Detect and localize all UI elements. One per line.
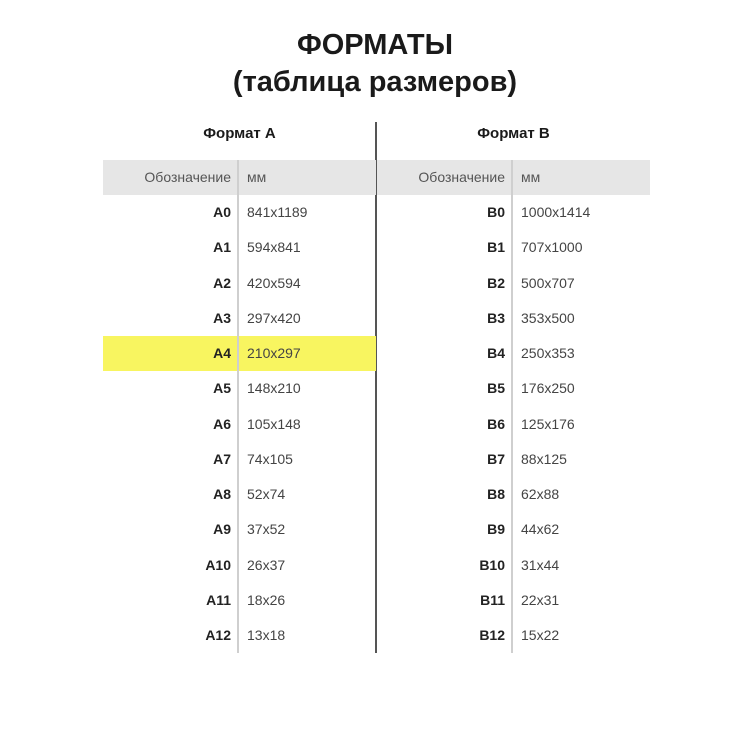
format-size: 148x210 — [247, 380, 301, 397]
table-row: A0 841x1189 — [103, 195, 376, 231]
table-row: B6 125x176 — [377, 406, 650, 442]
table-row: B3 353x500 — [377, 300, 650, 336]
format-size: 44x62 — [521, 521, 560, 538]
table-heading: Формат А — [203, 125, 276, 142]
column-divider — [375, 122, 377, 653]
format-designation: B9 — [377, 512, 513, 548]
format-size: 105x148 — [247, 415, 301, 432]
format-size: 250x353 — [521, 345, 575, 361]
format-designation: A12 — [103, 618, 239, 654]
format-designation: A1 — [103, 230, 239, 266]
format-size: 88x125 — [521, 450, 567, 467]
table-row: B2 500x707 — [377, 265, 650, 301]
format-size: 22x31 — [521, 591, 560, 608]
format-designation: B7 — [377, 441, 513, 477]
format-size: 15x22 — [521, 627, 560, 643]
format-designation: B5 — [377, 371, 513, 407]
table-row: B5 176x250 — [377, 371, 650, 407]
format-size: 125x176 — [521, 415, 575, 432]
format-designation: B10 — [377, 547, 513, 583]
table-row: A9 37x52 — [103, 512, 376, 548]
format-size: 176x250 — [521, 380, 575, 397]
format-designation: A9 — [103, 512, 239, 548]
format-designation: B11 — [377, 582, 513, 618]
table-row: B1 707x1000 — [377, 230, 650, 266]
format-designation: B12 — [377, 618, 513, 654]
table-row: B10 31x44 — [377, 547, 650, 583]
table-row: B12 15x22 — [377, 618, 650, 654]
format-a-table: Формат А Обозначение мм A0 841x1189 A1 5… — [103, 122, 376, 654]
table-row: A12 13x18 — [103, 618, 376, 654]
format-b-table: Формат В Обозначение мм B0 1000x1414 B1 … — [377, 122, 650, 654]
table-row: A8 52x74 — [103, 477, 376, 513]
table-row: A11 18x26 — [103, 582, 376, 618]
format-designation: A6 — [103, 406, 239, 442]
format-size: 74x105 — [247, 450, 293, 467]
format-size: 420x594 — [247, 274, 301, 291]
column-header-mm: мм — [521, 169, 541, 185]
format-designation: B2 — [377, 265, 513, 301]
table-row: B4 250x353 — [377, 336, 650, 372]
table-row: A4 210x297 — [103, 336, 376, 372]
format-designation: A0 — [103, 195, 239, 231]
format-designation: A5 — [103, 371, 239, 407]
format-designation: A4 — [103, 336, 239, 372]
format-designation: A8 — [103, 477, 239, 513]
table-row: A7 74x105 — [103, 441, 376, 477]
column-header-mm: мм — [247, 169, 267, 185]
format-size: 18x26 — [247, 591, 286, 608]
table-row: A6 105x148 — [103, 406, 376, 442]
table-row: B7 88x125 — [377, 441, 650, 477]
table-row: A10 26x37 — [103, 547, 376, 583]
format-size: 1000x1414 — [521, 204, 591, 220]
table-row: A2 420x594 — [103, 265, 376, 301]
table-header-row: Обозначение мм — [103, 160, 376, 195]
format-size: 37x52 — [247, 521, 286, 538]
format-size: 594x841 — [247, 239, 301, 256]
table-row: A3 297x420 — [103, 300, 376, 336]
column-header-designation: Обозначение — [377, 160, 513, 195]
format-size: 52x74 — [247, 486, 286, 502]
format-size: 26x37 — [247, 556, 286, 573]
format-size: 210x297 — [247, 345, 301, 361]
table-header-row: Обозначение мм — [377, 160, 650, 195]
format-designation: A3 — [103, 300, 239, 336]
table-heading: Формат В — [477, 125, 550, 142]
format-size: 13x18 — [247, 627, 286, 643]
table-row: B8 62x88 — [377, 477, 650, 513]
format-designation: B3 — [377, 300, 513, 336]
format-size: 31x44 — [521, 556, 560, 573]
format-size: 500x707 — [521, 274, 575, 291]
format-designation: A2 — [103, 265, 239, 301]
table-row: B9 44x62 — [377, 512, 650, 548]
format-designation: A11 — [103, 582, 239, 618]
format-designation: B6 — [377, 406, 513, 442]
format-size: 841x1189 — [247, 204, 308, 220]
format-designation: A10 — [103, 547, 239, 583]
format-size: 297x420 — [247, 309, 301, 326]
page-subtitle: (таблица размеров) — [232, 66, 518, 98]
format-designation: B4 — [377, 336, 513, 372]
table-row: A5 148x210 — [103, 371, 376, 407]
format-size: 707x1000 — [521, 239, 583, 256]
format-designation: B8 — [377, 477, 513, 513]
table-row: B0 1000x1414 — [377, 195, 650, 231]
page-title: ФОРМАТЫ — [296, 29, 454, 61]
format-size: 353x500 — [521, 309, 575, 326]
column-header-designation: Обозначение — [103, 160, 239, 195]
format-designation: A7 — [103, 441, 239, 477]
table-row: B11 22x31 — [377, 582, 650, 618]
format-size: 62x88 — [521, 486, 560, 502]
format-designation: B0 — [377, 195, 513, 231]
table-row: A1 594x841 — [103, 230, 376, 266]
format-designation: B1 — [377, 230, 513, 266]
